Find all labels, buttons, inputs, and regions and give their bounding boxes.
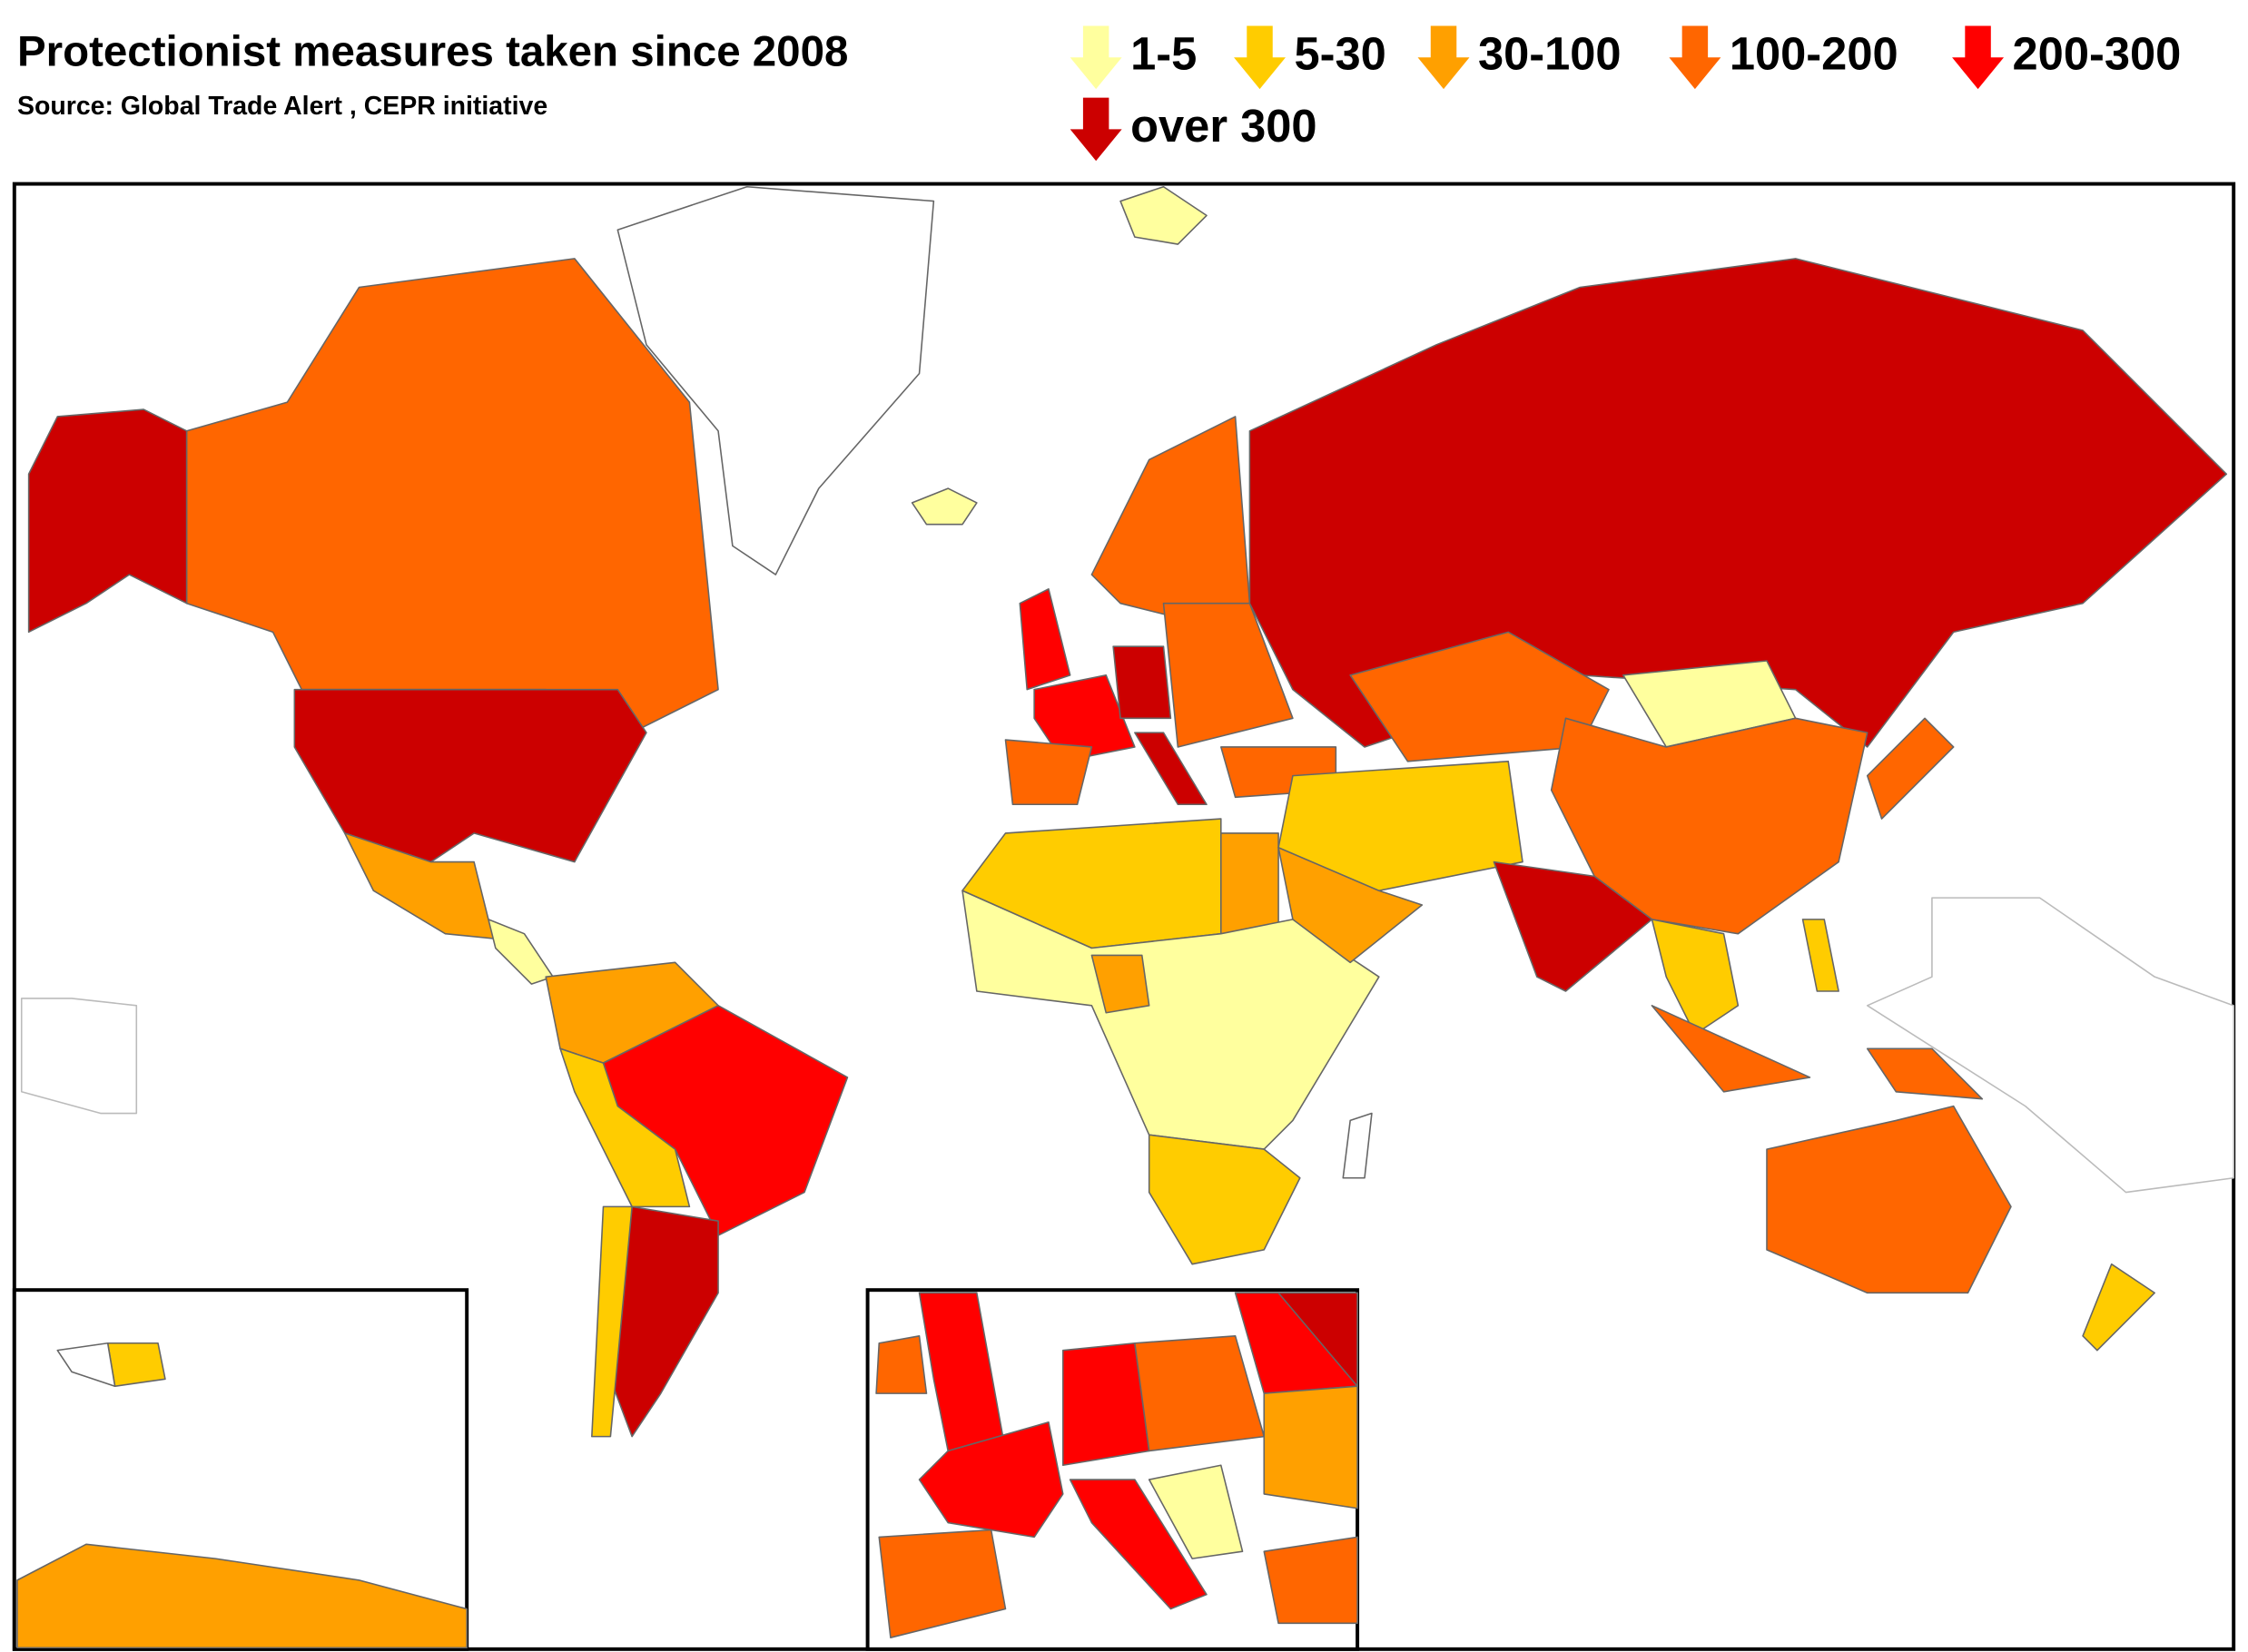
country [918,1421,1064,1539]
legend-label: 30-100 [1478,28,1622,80]
country [1263,1536,1358,1625]
svalbard [1119,185,1208,245]
title: Protectionist measures taken since 2008 [17,28,848,76]
legend-label: over 300 [1130,100,1316,152]
country [106,1342,166,1388]
country [1148,1464,1244,1559]
central-africa [961,890,1380,1150]
nigeria [1090,954,1150,1014]
australia [1766,1105,2012,1294]
italy [1134,732,1208,806]
country [1069,1479,1208,1610]
germany [1112,645,1172,720]
boundary [1866,897,2234,1194]
japan [1866,717,1955,820]
legend-arrow [1070,25,1122,90]
country [875,1335,928,1394]
source: Source: Global Trade Alert , CEPR initia… [17,92,547,121]
uk [1019,588,1071,691]
saudi-arabia [1277,846,1424,964]
legend-arrow [1952,25,2005,90]
country [1263,1385,1358,1509]
kazakhstan [1349,631,1610,762]
boundary [20,998,138,1115]
chile [591,1205,633,1438]
southeast-asia [1651,919,1740,1036]
legend-label: 200-300 [2013,28,2182,80]
peru-bolivia [559,1047,691,1208]
russia [1248,258,2228,748]
legend-arrow [1070,97,1122,162]
legend: 1-5 5-30 30-100 100-200 200-300 over 300 [1070,25,2182,162]
new-zealand [2082,1263,2155,1352]
southern-africa [1148,1134,1301,1265]
world-map [27,185,2228,1438]
country [16,1543,468,1649]
spain [1004,739,1093,806]
indonesia [1651,1005,1811,1093]
country [1277,1292,1358,1388]
iceland [911,487,978,526]
papua [1866,1047,1984,1100]
country [56,1342,116,1388]
central-america [488,919,554,985]
philippines [1801,919,1839,992]
canada [185,258,719,733]
legend-arrow [1234,25,1286,90]
inset-caribbean-map [16,1342,468,1649]
egypt [1220,832,1279,935]
greenland [616,185,935,575]
eastern-europe [1162,602,1294,748]
usa [293,688,647,863]
legend-label: 5-30 [1294,28,1385,80]
legend-arrow [1417,25,1470,90]
inset-europe-map [875,1292,1358,1638]
china [1550,717,1868,935]
india [1493,860,1653,992]
madagascar [1342,1112,1373,1179]
pacific-boundaries [20,897,2234,1194]
france [1033,674,1136,762]
legend-label: 100-200 [1730,28,1898,80]
country [878,1529,1007,1638]
legend-arrow [1669,25,1721,90]
country [1061,1342,1150,1467]
legend-label: 1-5 [1130,28,1197,80]
